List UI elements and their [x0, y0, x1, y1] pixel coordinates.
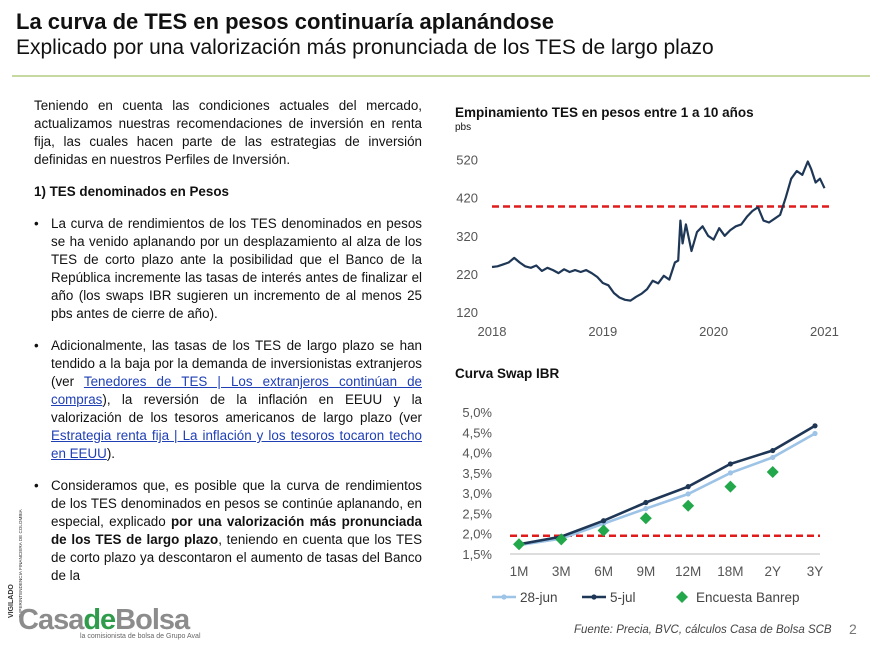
bullet-text-part: , teniendo en cuenta que los TES de cort… — [51, 532, 422, 583]
y-tick-label: 3,5% — [462, 466, 492, 481]
source-note: Fuente: Precia, BVC, cálculos Casa de Bo… — [574, 624, 832, 636]
survey-marker — [724, 480, 737, 493]
vigilado-entity: SUPERINTENDENCIA FINANCIERA DE COLOMBIA — [18, 508, 23, 618]
x-tick-label: 18M — [717, 564, 743, 579]
survey-marker — [597, 524, 610, 537]
legend-label: 28-jun — [520, 590, 558, 605]
y-tick-label: 120 — [456, 305, 478, 320]
bullet-curve-flattening: • La curva de rendimientos de los TES de… — [34, 215, 422, 323]
chart2-title: Curva Swap IBR — [455, 366, 560, 381]
bullet-marker: • — [34, 478, 39, 493]
survey-marker — [513, 538, 525, 551]
survey-marker — [639, 512, 652, 525]
series-point — [727, 461, 734, 467]
logo-bolsa: Bolsa — [115, 604, 190, 636]
series-point — [685, 491, 691, 497]
section-heading: 1) TES denominados en Pesos — [34, 184, 229, 199]
body-text: Teniendo en cuenta las condiciones actua… — [34, 97, 422, 599]
bullet-text-part: Consideramos que, es posible que la curv… — [51, 478, 422, 529]
series-point — [685, 484, 691, 490]
link-tenedores-tes[interactable]: Tenedores de TES | Los extranjeros conti… — [51, 374, 422, 407]
slide-header: La curva de TES en pesos continuaría apl… — [16, 8, 866, 61]
swap-ibr-chart: 5,0% 4,5% 4,0% 3,5% 3,0% 2,5% 2,0% 1,5% 1M 3M 6M 9M… — [462, 405, 824, 605]
header-divider — [12, 75, 870, 77]
x-tick-label: 3Y — [807, 564, 824, 579]
legend-swatch-dot — [501, 594, 507, 600]
x-tick-label: 2021 — [810, 324, 839, 339]
series-point — [770, 454, 776, 461]
x-tick-label: 2018 — [478, 324, 507, 339]
bullet-text-part: ). — [106, 446, 116, 461]
series-point — [770, 447, 776, 454]
slide-subtitle: Explicado por una valorización más pronu… — [16, 36, 714, 59]
series-point — [727, 470, 734, 476]
bullet-marker: • — [34, 216, 39, 231]
y-tick-label: 520 — [456, 153, 478, 168]
y-tick-label: 2,5% — [462, 506, 492, 521]
chart1-unit-label: pbs — [455, 122, 472, 133]
vigilado-word: VIGILADO — [8, 584, 15, 618]
y-tick-label: 320 — [456, 229, 478, 244]
series-point — [643, 505, 649, 512]
x-tick-label: 12M — [675, 564, 701, 579]
chart1-title: Empinamiento TES en pesos entre 1 a 10 a… — [455, 105, 754, 120]
logo-tagline: la comisionista de bolsa de Grupo Aval — [80, 633, 201, 640]
bullet-text-part: Adicionalmente, las tasas de los TES de … — [51, 338, 422, 389]
y-tick-label: 1,5% — [462, 547, 492, 562]
page-number: 2 — [849, 621, 857, 637]
series-point — [812, 423, 818, 429]
y-tick-label: 2,0% — [462, 527, 492, 542]
series-line — [491, 160, 826, 302]
legend-label: Encuesta Banrep — [696, 590, 800, 605]
x-tick-label: 2Y — [764, 564, 781, 579]
x-tick-label: 9M — [636, 564, 655, 579]
legend-label: 5-jul — [610, 590, 636, 605]
survey-marker — [682, 499, 695, 512]
x-tick-label: 6M — [594, 564, 613, 579]
bullet-marker: • — [34, 338, 39, 353]
legend-swatch — [676, 591, 688, 603]
bullet-long-term-rates: • Adicionalmente, las tasas de los TES d… — [34, 337, 422, 463]
series-point — [643, 499, 649, 506]
logo-casa: Casa — [18, 604, 84, 636]
y-tick-label: 4,0% — [462, 446, 492, 461]
logo-de: de — [83, 604, 116, 636]
y-tick-label: 420 — [456, 191, 478, 206]
legend-swatch-dot — [591, 594, 597, 600]
y-tick-label: 5,0% — [462, 405, 492, 420]
casadebolsa-logo: CasadeBolsa la comisionista de bolsa de … — [18, 604, 201, 640]
bullet-bold-text: por una valorización más pronunciada de … — [51, 514, 422, 547]
series-line — [518, 432, 816, 547]
bullet-text-part: ), la reversión de la inflación en EEUU … — [51, 392, 422, 425]
bullet-outlook: • Consideramos que, es posible que la cu… — [34, 477, 422, 585]
survey-marker — [766, 466, 779, 479]
series-point — [600, 518, 607, 524]
survey-marker — [555, 533, 568, 546]
vigilado-badge: VIGILADO SUPERINTENDENCIA FINANCIERA DE … — [8, 508, 23, 618]
y-tick-label: 4,5% — [462, 425, 492, 440]
series-line — [518, 424, 816, 546]
x-tick-label: 2020 — [699, 324, 728, 339]
link-estrategia-renta-fija[interactable]: Estrategia renta fija | La inflación y l… — [51, 428, 422, 461]
slide-title: La curva de TES en pesos continuaría apl… — [16, 9, 554, 34]
bullet-text: La curva de rendimientos de los TES deno… — [51, 216, 422, 321]
x-tick-label: 2019 — [588, 324, 617, 339]
x-tick-label: 3M — [552, 564, 571, 579]
y-tick-label: 220 — [456, 267, 478, 282]
x-tick-label: 1M — [510, 564, 529, 579]
y-tick-label: 3,0% — [462, 486, 492, 501]
series-point — [812, 430, 818, 437]
intro-paragraph: Teniendo en cuenta las condiciones actua… — [34, 98, 422, 167]
